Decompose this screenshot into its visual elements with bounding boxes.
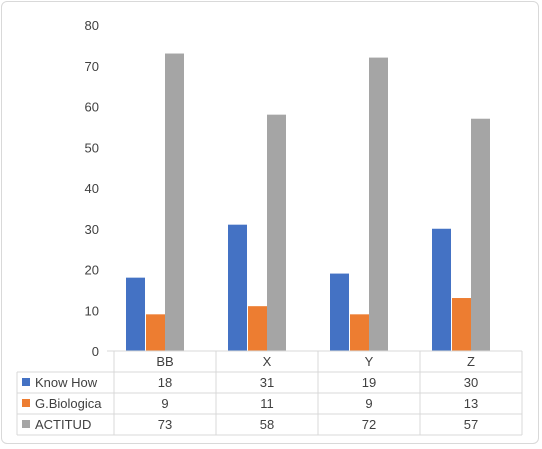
category-label: X: [263, 354, 272, 369]
legend-label: G.Biologica: [35, 396, 102, 411]
y-tick-label: 30: [85, 222, 99, 237]
bar-z-know-how: [432, 228, 451, 351]
data-label: 72: [362, 417, 376, 432]
category-label: Y: [365, 354, 374, 369]
bar-z-g-biologica: [452, 298, 471, 351]
y-tick-label: 10: [85, 303, 99, 318]
data-label: 11: [260, 396, 274, 411]
legend-key: [22, 378, 30, 386]
y-tick-label: 50: [85, 140, 99, 155]
legend-key: [22, 399, 30, 407]
data-label: 18: [158, 375, 172, 390]
legend-key: [22, 420, 30, 428]
bar-bb-g-biologica: [146, 314, 165, 351]
chart-frame: 0 10 20 30 40 50 60 70 80 BB X Y Z Know How 18 31 19 30 G…: [1, 1, 539, 444]
bars: [126, 53, 490, 352]
data-label: 73: [158, 417, 172, 432]
bar-y-actitud: [369, 57, 388, 351]
y-tick-label: 20: [85, 263, 99, 278]
bar-bb-actitud: [165, 53, 184, 352]
bar-x-g-biologica: [248, 306, 267, 351]
legend-label: ACTITUD: [35, 417, 91, 432]
bar-x-know-how: [228, 224, 247, 351]
data-label: 58: [260, 417, 274, 432]
data-label: 9: [365, 396, 372, 411]
bar-y-know-how: [330, 273, 349, 351]
data-label: 19: [362, 375, 376, 390]
y-tick-label: 60: [85, 100, 99, 115]
bar-y-g-biologica: [350, 314, 369, 351]
y-tick-label: 40: [85, 181, 99, 196]
y-tick-label: 70: [85, 59, 99, 74]
bar-z-actitud: [471, 118, 490, 351]
data-label: 9: [161, 396, 168, 411]
data-table: BB X Y Z Know How 18 31 19 30 G.Biologica 9 11 9 13 AC…: [16, 350, 523, 436]
data-label: 31: [260, 375, 274, 390]
y-tick-label: 80: [85, 18, 99, 33]
legend-label: Know How: [35, 375, 98, 390]
bar-x-actitud: [267, 114, 286, 352]
category-label: BB: [156, 354, 173, 369]
category-label: Z: [467, 354, 475, 369]
y-axis: 0 10 20 30 40 50 60 70 80: [85, 18, 99, 359]
data-label: 30: [464, 375, 478, 390]
data-label: 57: [464, 417, 478, 432]
bar-bb-know-how: [126, 277, 145, 351]
data-label: 13: [464, 396, 478, 411]
y-tick-label: 0: [92, 344, 99, 359]
